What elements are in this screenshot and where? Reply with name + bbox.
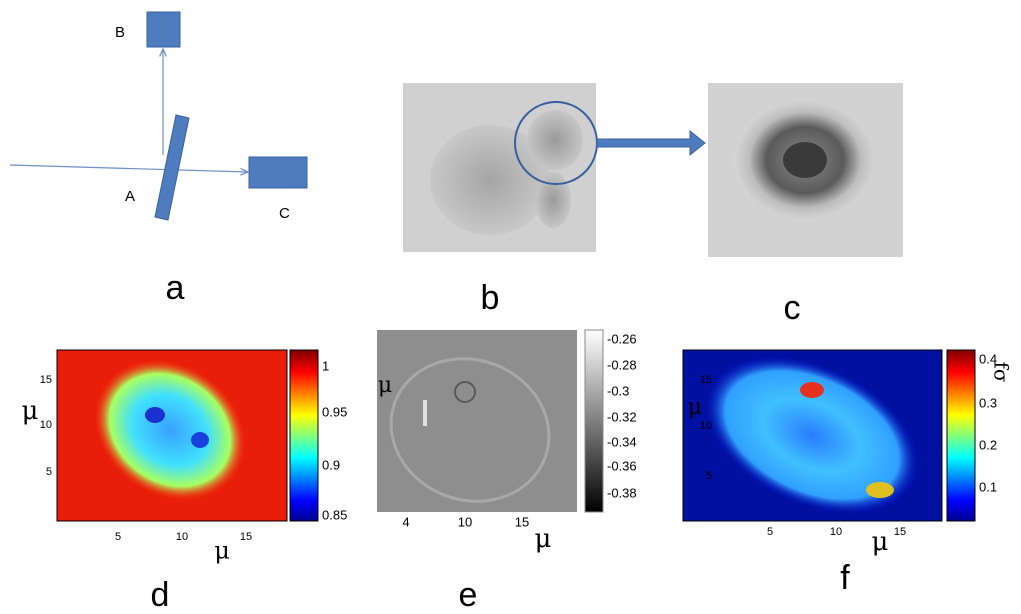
panel-b: b — [403, 83, 706, 317]
panel-label: d — [151, 576, 170, 614]
axes — [682, 349, 943, 522]
y-tick-label: 5 — [706, 470, 712, 482]
x-tick-label: 15 — [515, 514, 529, 529]
cell-feature — [423, 400, 427, 426]
x-tick-label: 15 — [240, 531, 252, 543]
y-tick-label: 15 — [40, 374, 52, 386]
colorbar-tick: -0.28 — [607, 357, 637, 372]
panel-c: c — [708, 83, 903, 327]
colorbar-tick: -0.32 — [607, 409, 637, 424]
x-axis-label: μ — [535, 524, 552, 554]
cell-outline — [389, 357, 551, 503]
y-axis-label: μ — [378, 373, 392, 398]
colorbar-tick: 0.9 — [322, 457, 340, 472]
y-axis-label: μ — [688, 395, 702, 420]
heatmap-region — [703, 355, 921, 515]
x-axis-label: μ — [872, 527, 889, 557]
cell-feature — [454, 381, 476, 403]
panel-label: a — [166, 269, 185, 307]
label-b: B — [115, 24, 125, 41]
y-tick-label: 10 — [700, 420, 712, 432]
panel-label: c — [784, 289, 801, 327]
colorbar-tick: 0.4 — [979, 351, 997, 366]
panel-e: -0.26 -0.28 -0.3 -0.32 -0.34 -0.36 -0.38… — [377, 329, 637, 614]
colorbar-tick: -0.26 — [607, 331, 637, 346]
detector-b — [146, 11, 181, 48]
colorbar-tick: -0.3 — [607, 383, 629, 398]
colorbar-label: fσ — [990, 361, 1014, 382]
arrow — [596, 129, 706, 157]
heatmap-region — [191, 432, 209, 448]
colorbar-tick: 1 — [322, 358, 329, 373]
colorbar-tick: -0.38 — [607, 485, 637, 500]
x-tick-label: 10 — [830, 526, 842, 538]
colorbar-tick: 0.85 — [322, 507, 347, 522]
y-axis-label: μ — [22, 396, 39, 426]
x-tick-label: 15 — [894, 526, 906, 538]
heatmap-region — [800, 382, 824, 398]
cell — [527, 110, 583, 170]
colorbar — [584, 329, 604, 513]
x-tick-label: 10 — [458, 514, 472, 529]
y-tick-label: 10 — [40, 419, 52, 431]
beam — [9, 164, 248, 172]
axes — [56, 349, 288, 522]
nucleus — [783, 142, 827, 178]
panel-label: b — [481, 279, 500, 317]
panel-label: f — [840, 559, 850, 597]
cell — [430, 125, 550, 235]
x-tick-label: 4 — [402, 514, 409, 529]
panel-a: B A C a — [9, 11, 308, 307]
heatmap-region — [866, 482, 894, 498]
y-tick-label: 15 — [700, 374, 712, 386]
y-tick-label: 5 — [46, 466, 52, 478]
detector-c — [248, 156, 308, 189]
colorbar — [289, 349, 319, 522]
heatmap-region — [145, 407, 165, 423]
colorbar — [946, 349, 976, 522]
colorbar-tick: 0.95 — [322, 404, 347, 419]
beam-splitter — [154, 114, 190, 221]
panel-label: e — [459, 576, 478, 614]
colorbar-tick: 0.3 — [979, 395, 997, 410]
colorbar-tick: 0.2 — [979, 437, 997, 452]
x-axis-label: μ — [214, 537, 230, 565]
label-c: C — [279, 205, 290, 222]
label-a: A — [125, 188, 135, 205]
x-tick-label: 5 — [115, 531, 121, 543]
x-tick-label: 10 — [176, 531, 188, 543]
panel-f: 0.4 0.3 0.2 0.1 fσ 15 10 5 5 10 15 μ μ f — [682, 349, 1014, 597]
colorbar-tick: 0.1 — [979, 479, 997, 494]
heatmap-region — [94, 359, 246, 501]
x-tick-label: 5 — [767, 526, 773, 538]
colorbar-tick: -0.34 — [607, 434, 637, 449]
colorbar-tick: -0.36 — [607, 458, 637, 473]
cell — [535, 172, 571, 228]
panel-d: 1 0.95 0.9 0.85 15 10 5 5 10 15 μ μ d — [22, 349, 347, 614]
